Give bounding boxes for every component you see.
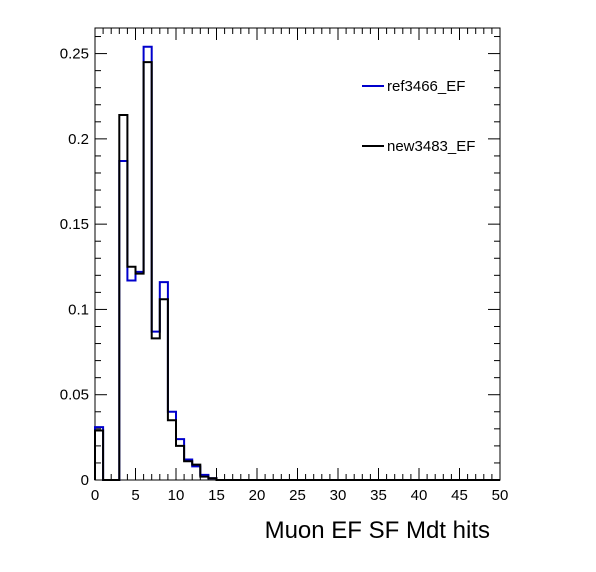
legend-entry-label: new3483_EF xyxy=(387,138,475,155)
x-tick-label: 50 xyxy=(492,487,509,504)
axis-ticks xyxy=(94,28,501,481)
x-tick-label: 0 xyxy=(91,487,99,504)
x-tick-label: 25 xyxy=(289,487,306,504)
x-tick-label: 40 xyxy=(411,487,428,504)
x-tick-label: 35 xyxy=(370,487,387,504)
x-axis-title: Muon EF SF Mdt hits xyxy=(265,517,490,544)
x-tick-label: 5 xyxy=(131,487,139,504)
series-line-ref3466_EF xyxy=(94,45,500,481)
y-tick-label: 0.05 xyxy=(60,387,89,404)
series-line-new3483_EF xyxy=(94,61,500,481)
x-tick-label: 15 xyxy=(208,487,225,504)
x-tick-label: 45 xyxy=(451,487,468,504)
y-tick-label: 0.25 xyxy=(60,46,89,63)
y-tick-label: 0.1 xyxy=(68,301,89,318)
y-tick-label: 0 xyxy=(81,472,89,489)
x-tick-label: 10 xyxy=(168,487,185,504)
legend: ref3466_EF new3483_EF xyxy=(362,78,475,155)
y-tick-label: 0.15 xyxy=(60,216,89,233)
plot-frame xyxy=(94,27,501,481)
y-tick-label: 0.2 xyxy=(68,131,89,148)
series-layer xyxy=(94,45,500,481)
x-tick-label: 30 xyxy=(330,487,347,504)
legend-entry-label: ref3466_EF xyxy=(387,78,465,95)
y-tick-labels: 0 0.05 0.1 0.15 0.2 0.25 xyxy=(60,46,89,489)
x-tick-label: 20 xyxy=(249,487,266,504)
x-tick-labels: 0 5 10 15 20 25 30 35 40 45 50 xyxy=(91,487,509,504)
